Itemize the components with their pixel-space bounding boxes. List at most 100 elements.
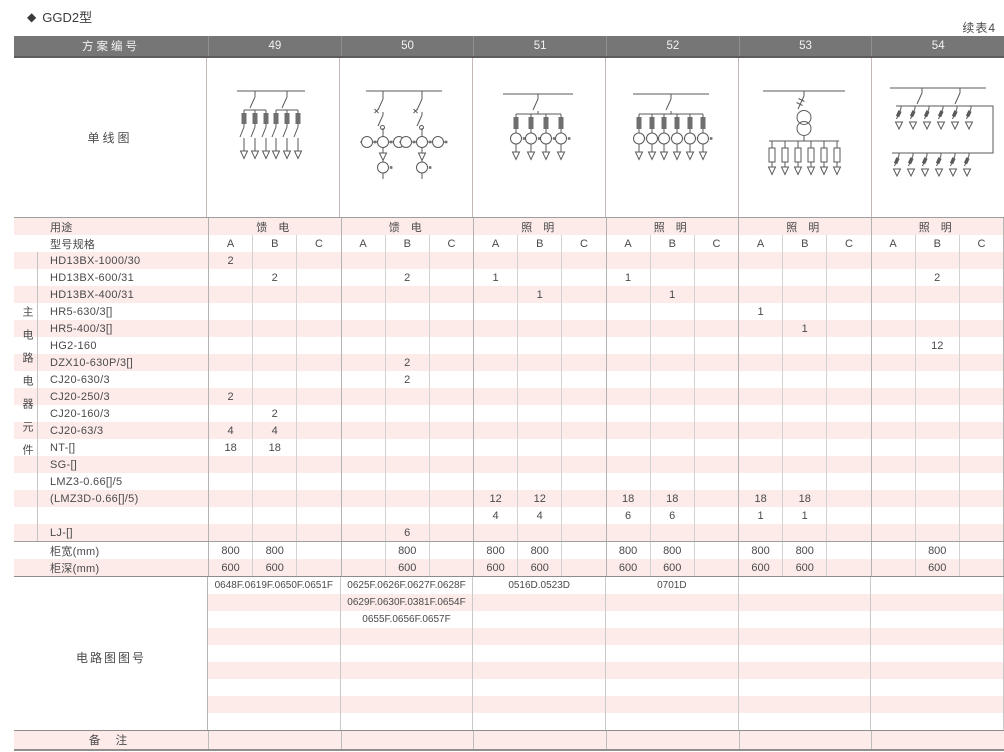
- drawing-number-cell: [473, 696, 607, 713]
- value-cell: [605, 371, 650, 388]
- value-cell: [428, 371, 473, 388]
- value-cell: 1: [473, 269, 517, 286]
- value-cell: [252, 456, 296, 473]
- value-cell: [958, 320, 1003, 337]
- value-cell: 18: [649, 490, 694, 507]
- value-cell: [605, 422, 650, 439]
- value-cell: [517, 303, 561, 320]
- value-cell: [428, 286, 473, 303]
- component-label: SG-[]: [50, 458, 78, 471]
- value-cell: [428, 405, 473, 422]
- scheme-number-cell: 51: [473, 36, 606, 56]
- value-cell: [738, 337, 782, 354]
- component-label: DZX10-630P/3[]: [50, 356, 134, 369]
- component-row: LJ-[] 6: [14, 524, 1004, 541]
- value-cell: [870, 388, 915, 405]
- value-cell: [296, 559, 340, 576]
- value-cell: [428, 542, 473, 559]
- value-cell: [340, 507, 385, 524]
- cabinet-width-row: 柜宽(mm) 800 800 800 800 800 800 800 800 800 800: [14, 541, 1004, 559]
- drawing-number-cell: [606, 628, 739, 645]
- value-cell: [340, 524, 385, 541]
- component-label: HD13BX-600/31: [50, 271, 135, 284]
- value-cell: [384, 388, 429, 405]
- value-cell: [738, 286, 782, 303]
- remarks-cell: [473, 731, 606, 749]
- value-cell: [517, 524, 561, 541]
- remarks-row: 备 注: [14, 730, 1004, 751]
- value-cell: [384, 507, 429, 524]
- component-label: CJ20-250/3: [50, 390, 110, 403]
- value-cell: [870, 286, 915, 303]
- value-cell: [561, 473, 605, 490]
- value-cell: [958, 422, 1003, 439]
- value-cell: [870, 456, 915, 473]
- page-title: ◆ GGD2型: [27, 7, 92, 26]
- value-cell: [517, 371, 561, 388]
- drawing-number-left-spacer: [14, 577, 208, 594]
- single-line-diagram-51: [473, 58, 606, 217]
- value-cell: [340, 473, 385, 490]
- component-row: HR5-400/3[] 1: [14, 320, 1004, 337]
- drawing-number-cell: [208, 713, 341, 730]
- value-cell: [340, 303, 385, 320]
- value-cell: [826, 388, 870, 405]
- value-cell: 800: [517, 542, 561, 559]
- value-cell: 800: [605, 542, 650, 559]
- value-cell: [296, 371, 340, 388]
- value-cell: [914, 371, 959, 388]
- value-cell: [958, 286, 1003, 303]
- value-cell: 800: [252, 542, 296, 559]
- row-values: 2 2 1 1 2: [208, 269, 1004, 286]
- value-cell: [826, 439, 870, 456]
- value-cell: [517, 439, 561, 456]
- left-group-strip: [14, 473, 38, 490]
- value-cell: 600: [517, 559, 561, 576]
- drawing-number-cell: [871, 645, 1004, 662]
- value-cell: [340, 286, 385, 303]
- value-cell: 2: [384, 354, 429, 371]
- value-cell: [252, 490, 296, 507]
- value-cell: [517, 337, 561, 354]
- value-cell: 2: [252, 269, 296, 286]
- spec-subcol-cell: A: [738, 235, 782, 252]
- value-cell: [384, 337, 429, 354]
- value-cell: [649, 303, 694, 320]
- component-row: DZX10-630P/3[] 2: [14, 354, 1004, 371]
- value-cell: [428, 524, 473, 541]
- value-cell: [605, 337, 650, 354]
- value-cell: [649, 422, 694, 439]
- component-row: HR5-630/3[] 1: [14, 303, 1004, 320]
- diamond-bullet-icon: ◆: [27, 9, 37, 24]
- value-cell: [340, 320, 385, 337]
- remarks-cell: [606, 731, 739, 749]
- value-cell: [428, 354, 473, 371]
- row-values: 600 600 600 600 600 600 600 600 600 600: [208, 559, 1004, 576]
- drawing-number-cell: [208, 662, 341, 679]
- value-cell: [561, 559, 605, 576]
- value-cell: [826, 320, 870, 337]
- value-cell: [340, 559, 385, 576]
- value-cell: [252, 286, 296, 303]
- main-circuit-components-vertical-label: 主电路电器元件: [21, 306, 33, 467]
- spec-subcol-cell: A: [605, 235, 650, 252]
- value-cell: [782, 354, 826, 371]
- value-cell: [517, 405, 561, 422]
- value-cell: [605, 473, 650, 490]
- value-cell: [208, 524, 252, 541]
- value-cell: [914, 388, 959, 405]
- value-cell: [384, 490, 429, 507]
- value-cell: [782, 371, 826, 388]
- scheme-number-cell: 49: [208, 36, 341, 56]
- value-cell: [958, 371, 1003, 388]
- spec-subcol-cell: B: [252, 235, 296, 252]
- value-cell: [914, 524, 959, 541]
- component-label: LJ-[]: [50, 526, 73, 539]
- value-cell: [473, 354, 517, 371]
- value-cell: [649, 354, 694, 371]
- value-cell: [252, 473, 296, 490]
- value-cell: [561, 371, 605, 388]
- value-cell: 2: [384, 269, 429, 286]
- value-cell: [693, 286, 738, 303]
